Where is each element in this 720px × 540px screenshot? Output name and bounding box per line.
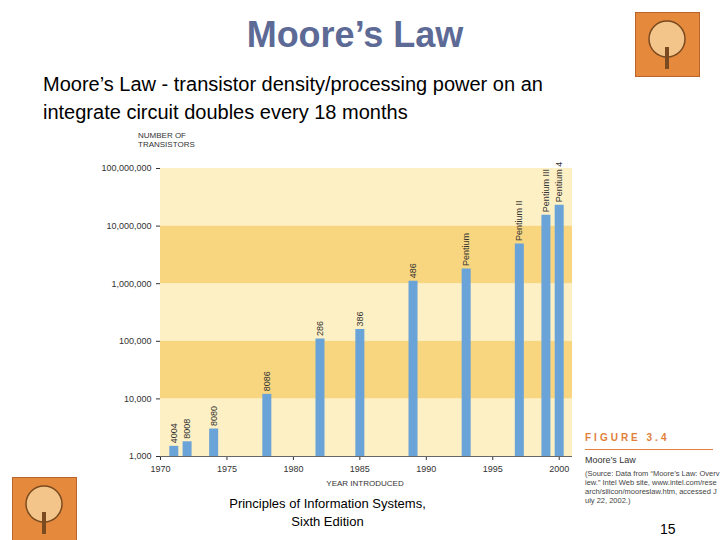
html-text:Moore’s Law: Moore’s Law: [246, 14, 464, 55]
svg-text:1990: 1990: [416, 464, 436, 474]
svg-text:Pentium II: Pentium II: [514, 200, 524, 241]
svg-text:Pentium 4: Pentium 4: [554, 162, 564, 203]
html-text:Moore’s Law - transistor densi: Moore’s Law - transistor density/process…: [43, 73, 543, 123]
svg-text:1,000: 1,000: [129, 451, 152, 461]
svg-text:2000: 2000: [549, 464, 569, 474]
svg-text:1975: 1975: [217, 464, 237, 474]
html-text:NUMBER OF TRANSISTORS: NUMBER OF TRANSISTORS: [138, 131, 195, 149]
svg-text:4004: 4004: [169, 423, 179, 443]
svg-text:286: 286: [315, 321, 325, 336]
svg-text:1,000,000: 1,000,000: [111, 279, 151, 289]
html-text:YEAR INTRODUCED: YEAR INTRODUCED: [326, 479, 404, 488]
svg-text:100,000: 100,000: [119, 336, 152, 346]
svg-text:1995: 1995: [483, 464, 503, 474]
svg-text:Pentium III: Pentium III: [541, 169, 551, 212]
svg-text:100,000,000: 100,000,000: [101, 163, 151, 173]
svg-text:1985: 1985: [350, 464, 370, 474]
html-text:FIGURE 3.4: FIGURE 3.4: [585, 432, 670, 443]
svg-text:8008: 8008: [182, 419, 192, 439]
svg-text:486: 486: [408, 263, 418, 278]
svg-text:8080: 8080: [209, 406, 219, 426]
svg-text:Pentium: Pentium: [461, 233, 471, 266]
html-text:Principles of Information Syst: Principles of Information Systems, Sixth…: [229, 496, 426, 529]
svg-text:1980: 1980: [283, 464, 303, 474]
html-text:15: 15: [660, 521, 676, 537]
svg-text:10,000,000: 10,000,000: [106, 221, 151, 231]
html-text:(Source: Data from “Moore’s La: (Source: Data from “Moore’s Law: Overvie…: [585, 469, 720, 505]
svg-text:386: 386: [355, 312, 365, 327]
html-text:Moore’s Law: Moore’s Law: [585, 455, 636, 465]
svg-text:1970: 1970: [150, 464, 170, 474]
svg-text:10,000: 10,000: [124, 394, 152, 404]
svg-text:8086: 8086: [262, 371, 272, 391]
